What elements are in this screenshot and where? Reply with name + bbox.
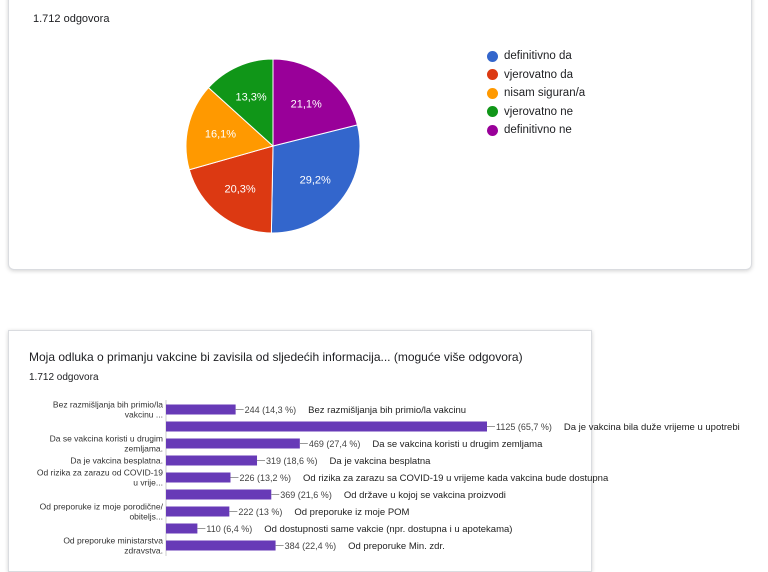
bar[interactable] [166,472,231,483]
category-label: u vrije... [133,478,163,488]
pie-slice[interactable] [272,58,359,147]
annotation-label: Da se vakcina koristi u drugim zemljama [372,439,543,450]
bar[interactable] [166,421,487,432]
bar[interactable] [166,540,276,551]
category-label: vakcinu ... [125,410,163,420]
value-label: 319 (18,6 %) [266,456,318,466]
response-count: 1.712 odgovora [33,13,110,25]
annotation-label: Od preporuke Min. zdr. [348,541,445,552]
value-label: 369 (21,6 %) [280,490,332,500]
value-label: 1125 (65,7 %) [496,422,552,432]
bar[interactable] [166,506,230,517]
value-label: 384 (22,4 %) [285,541,337,551]
category-label: Od preporuke iz moje porodične/ [40,502,164,512]
legend-item[interactable]: definitivno da [487,47,585,66]
pie-slice[interactable] [188,145,274,234]
legend-label: nisam siguran/a [504,87,586,100]
bar[interactable] [166,489,272,500]
annotation-label: Od rizika za zarazu sa COVID-19 u vrijem… [303,473,609,484]
slice-label: 21,1% [291,98,322,110]
category-label: obitelјs... [129,512,163,522]
bar[interactable] [166,523,198,534]
value-label: 469 (27,4 %) [309,439,361,449]
category-label: Od rizika za zarazu od COVID-19 [37,468,163,478]
annotation-label: Da je vakcina besplatna [330,456,432,467]
bar[interactable] [166,438,300,449]
legend-swatch [487,69,498,81]
legend-item[interactable]: vjerovatno da [487,66,585,85]
legend-label: vjerovatno ne [504,105,574,118]
category-label: Od preporuke ministarstva [63,536,163,546]
category-label: Da se vakcina koristi u drugim [50,434,163,444]
legend-item[interactable]: nisam siguran/a [487,84,585,103]
pie-chart-card: 1.712 odgovora 29,2% 20,3% 16,1% 13,3% 21,1%… [8,0,752,270]
legend-swatch [487,106,498,118]
legend-label: definitivno da [504,50,572,63]
pie-chart: 29,2% 20,3% 16,1% 13,3% 21,1% [185,58,361,234]
bar-chart-card: Moja odluka o primanju vakcine bi zavisi… [8,330,592,572]
slice-label: 16,1% [205,129,236,141]
bar[interactable] [166,455,258,466]
pie-slice[interactable] [207,58,274,148]
annotation-label: Od dostupnosti same vakcie (npr. dostupn… [264,524,512,535]
slice-label: 20,3% [224,184,255,196]
value-label: 110 (6,4 %) [206,524,252,534]
legend-item[interactable]: vjerovatno ne [487,103,585,122]
pie-slice[interactable] [185,86,275,171]
slice-label: 13,3% [236,92,267,104]
category-label: Bez razmišljanja bih primio/la [53,400,163,410]
bar-chart: 244 (14,3 %) Bez razmišljanja bih primio/… [37,400,740,556]
category-label: zdravstva. [124,546,163,556]
legend-swatch [487,124,498,136]
chart-title: Moja odluka o primanju vakcine bi zavisi… [29,350,523,364]
legend-label: definitivno ne [504,124,572,137]
annotation-label: Da je vakcina bila duže vrijeme u upotre… [564,422,740,433]
pie-slice[interactable] [270,124,361,234]
value-label: 226 (13,2 %) [239,473,291,483]
category-label: zemljama. [124,444,163,454]
value-label: 244 (14,3 %) [245,405,297,415]
legend-swatch [487,87,498,99]
annotation-label: Od države u kojoj se vakcina proizvodi [344,490,506,501]
value-label: 222 (13 %) [238,507,282,517]
legend-label: vjerovatno da [504,68,574,81]
legend: definitivno da vjerovatno da nisam siguran… [487,47,585,140]
category-label: Da je vakcina besplatna. [70,456,163,466]
legend-swatch [487,50,498,62]
response-count: 1.712 odgovora [29,372,99,383]
annotation-label: Od preporuke iz moje POM [294,507,409,518]
legend-item[interactable]: definitivno ne [487,121,585,140]
slice-label: 29,2% [300,175,331,187]
annotation-label: Bez razmišljanja bih primio/la vakcinu [308,405,466,416]
bar[interactable] [166,404,236,415]
